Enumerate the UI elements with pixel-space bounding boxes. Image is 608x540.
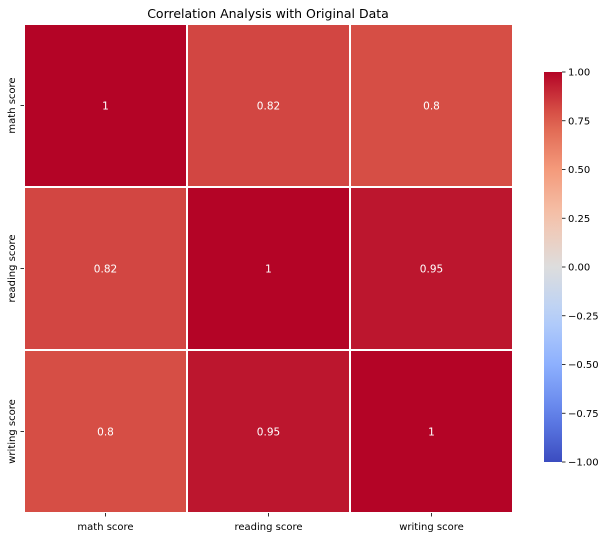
x-tick-label: writing score bbox=[399, 522, 464, 533]
heatmap-cell bbox=[349, 186, 514, 351]
heatmap-cell bbox=[186, 186, 351, 351]
heatmap-cell bbox=[23, 23, 188, 188]
y-axis-tick-labels: math score reading score writing score bbox=[7, 77, 24, 464]
cell-value-label: 0.8 bbox=[423, 101, 440, 113]
colorbar-tick-label: 0.00 bbox=[568, 263, 590, 274]
colorbar-tick-label: −0.25 bbox=[568, 311, 599, 322]
colorbar-tick-label: 0.25 bbox=[568, 214, 590, 225]
colorbar-tick-label: 0.50 bbox=[568, 165, 590, 176]
colorbar-tick-label: 1.00 bbox=[568, 68, 590, 79]
x-tick-label: math score bbox=[77, 522, 133, 533]
heatmap-cell bbox=[349, 23, 514, 188]
cell-value-label: 1 bbox=[102, 101, 109, 113]
colorbar: 1.00 0.75 0.50 0.25 0.00 −0.25 −0.50 −0.75 −1.00 bbox=[544, 68, 599, 469]
cell-value-label: 0.82 bbox=[257, 101, 280, 113]
y-tick-label: writing score bbox=[7, 399, 18, 464]
colorbar-tick-label: 0.75 bbox=[568, 116, 590, 127]
x-tick-label: reading score bbox=[234, 522, 302, 533]
heatmap-cell bbox=[186, 23, 351, 188]
colorbar-tick-label: −0.50 bbox=[568, 360, 599, 371]
cell-value-label: 0.8 bbox=[97, 427, 114, 439]
cell-value-label: 0.95 bbox=[257, 427, 280, 439]
heatmap-cell bbox=[23, 186, 188, 351]
colorbar-gradient bbox=[544, 72, 562, 462]
colorbar-tick-label: −0.75 bbox=[568, 409, 599, 420]
x-axis-tick-labels: math score reading score writing score bbox=[77, 513, 464, 533]
cell-value-label: 1 bbox=[428, 427, 435, 439]
heatmap-cell bbox=[186, 349, 351, 514]
chart-title: Correlation Analysis with Original Data bbox=[147, 6, 389, 21]
cell-value-label: 0.82 bbox=[94, 264, 117, 276]
cell-value-label: 0.95 bbox=[420, 264, 443, 276]
colorbar-tick-label: −1.00 bbox=[568, 458, 599, 469]
y-tick-label: reading score bbox=[7, 234, 18, 302]
cell-value-label: 1 bbox=[265, 264, 272, 276]
y-tick-label: math score bbox=[7, 77, 18, 133]
heatmap-cells: 1 0.82 0.8 0.82 1 0.95 0.8 0.95 1 bbox=[23, 23, 514, 514]
